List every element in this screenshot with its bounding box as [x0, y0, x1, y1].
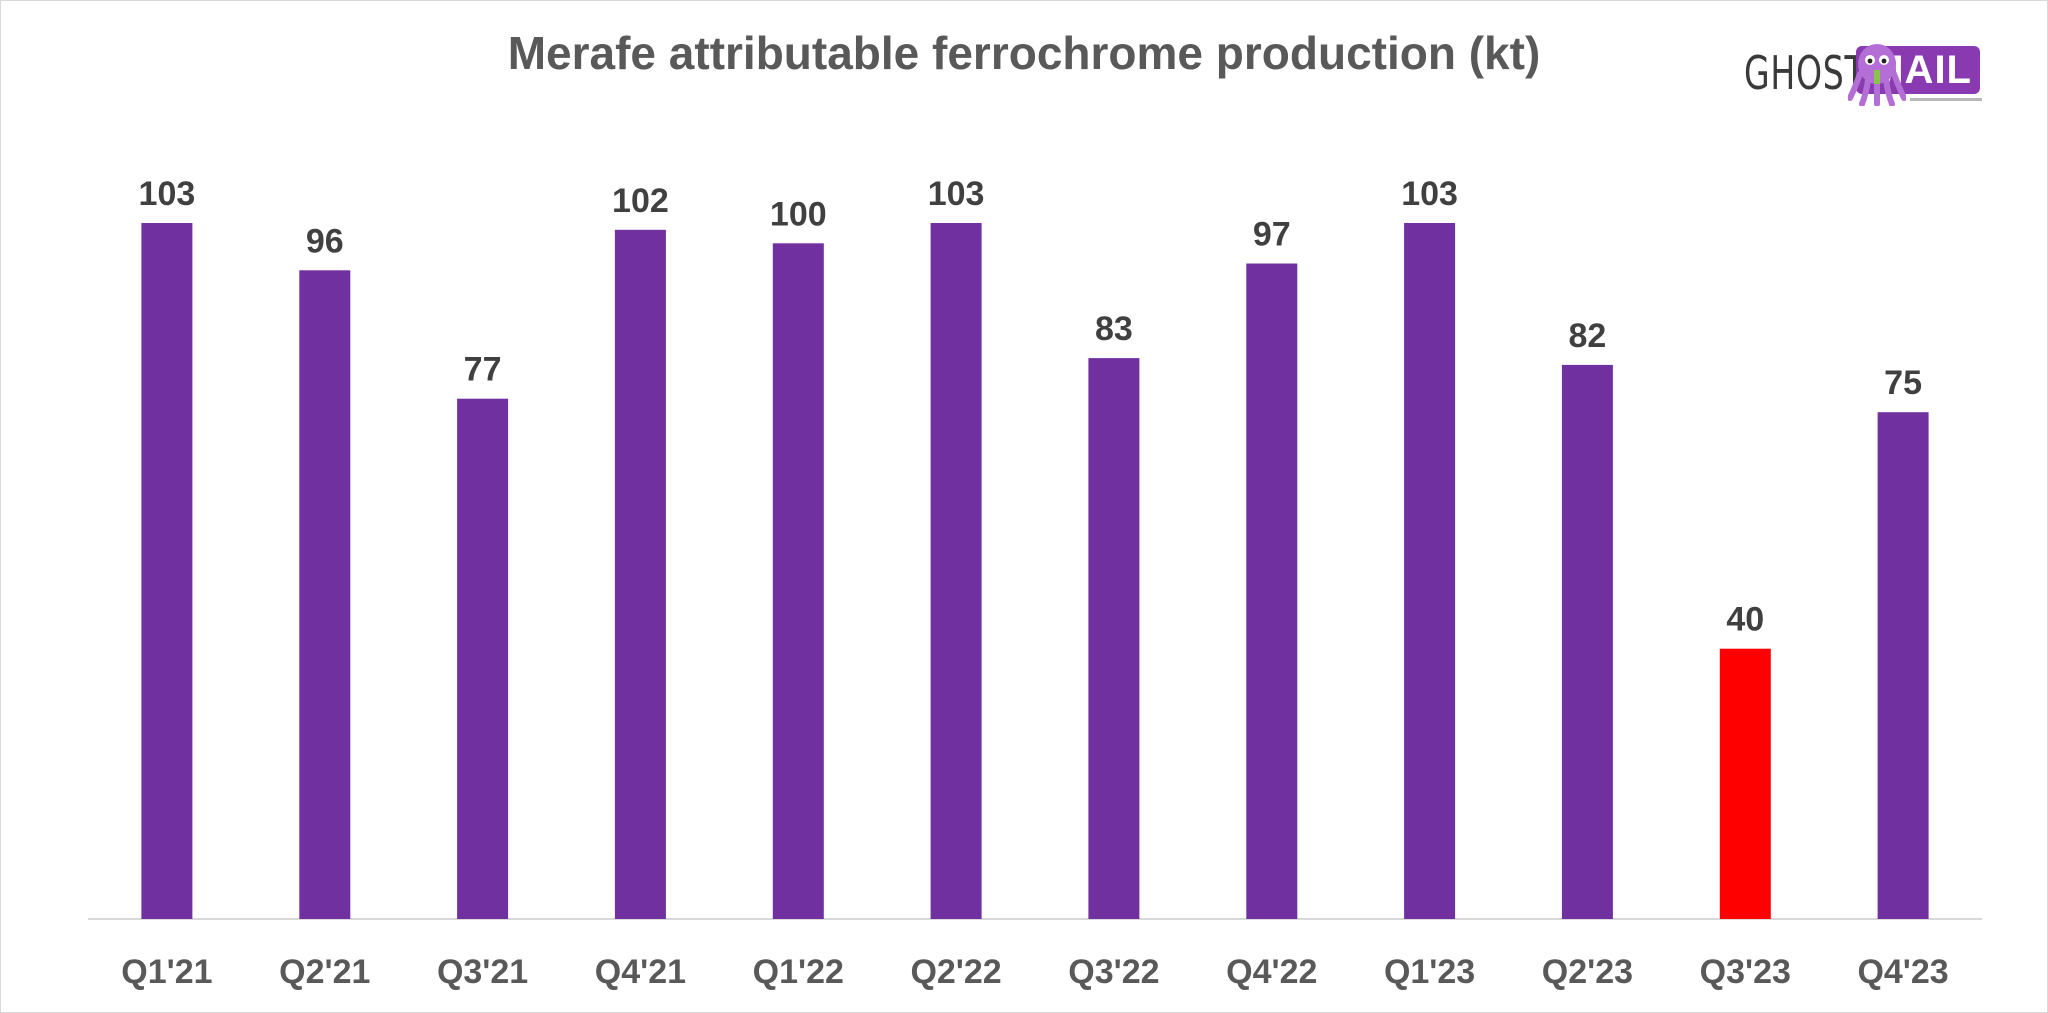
data-label-Q2'21: 96 — [306, 222, 344, 260]
x-tick-labels: Q1'21 Q2'21 Q3'21 Q4'21 Q1'22 Q2'22 Q3'22 Q4'22… — [121, 953, 1948, 991]
x-tick-label-Q2'21: Q2'21 — [279, 953, 370, 991]
data-label-Q3'22: 83 — [1095, 310, 1133, 348]
bar-series — [141, 223, 1929, 920]
x-tick-label-Q3'22: Q3'22 — [1068, 953, 1159, 991]
data-label-Q2'23: 82 — [1568, 317, 1606, 355]
data-label-Q4'21: 102 — [612, 182, 669, 220]
logo-tagline-line — [1910, 98, 1982, 101]
x-tick-label-Q1'21: Q1'21 — [121, 953, 212, 991]
data-label-Q3'21: 77 — [464, 351, 502, 389]
x-tick-label-Q4'22: Q4'22 — [1226, 953, 1317, 991]
bar-Q3'23 — [1719, 648, 1771, 919]
data-label-Q4'22: 97 — [1253, 216, 1291, 254]
data-label-Q1'22: 100 — [770, 195, 827, 233]
bar-Q4'22 — [1246, 263, 1298, 919]
data-label-Q2'22: 103 — [928, 175, 985, 213]
bar-Q1'21 — [141, 223, 193, 919]
bar-Q3'21 — [457, 398, 509, 919]
data-label-Q1'21: 103 — [139, 175, 196, 213]
x-tick-label-Q3'23: Q3'23 — [1700, 953, 1791, 991]
octopus-icon — [1848, 44, 1906, 106]
bar-Q1'23 — [1404, 223, 1456, 919]
bar-Q2'23 — [1561, 364, 1613, 919]
x-tick-label-Q4'21: Q4'21 — [595, 953, 686, 991]
x-tick-label-Q2'23: Q2'23 — [1542, 953, 1633, 991]
bar-Q2'21 — [299, 270, 351, 919]
data-label-Q1'23: 103 — [1401, 175, 1458, 213]
data-label-Q4'23: 75 — [1884, 364, 1922, 402]
chart-title: Merafe attributable ferrochrome producti… — [507, 27, 1541, 79]
x-tick-label-Q3'21: Q3'21 — [437, 953, 528, 991]
x-tick-label-Q1'23: Q1'23 — [1384, 953, 1475, 991]
x-tick-label-Q1'22: Q1'22 — [753, 953, 844, 991]
data-labels: 103 96 77 102 100 103 83 97 103 82 40 75 — [139, 175, 1922, 639]
x-tick-label-Q2'22: Q2'22 — [910, 953, 1001, 991]
bar-Q4'23 — [1877, 412, 1929, 919]
bar-Q2'22 — [930, 223, 982, 919]
data-label-Q3'23: 40 — [1726, 601, 1764, 639]
bar-Q3'22 — [1088, 358, 1140, 920]
ghostmail-logo: GHOST MAIL — [1740, 38, 1984, 108]
logo-ghost-text: GHOST — [1744, 46, 1866, 100]
bar-Q4'21 — [614, 229, 666, 920]
bar-Q1'22 — [772, 243, 824, 920]
x-tick-label-Q4'23: Q4'23 — [1857, 953, 1948, 991]
